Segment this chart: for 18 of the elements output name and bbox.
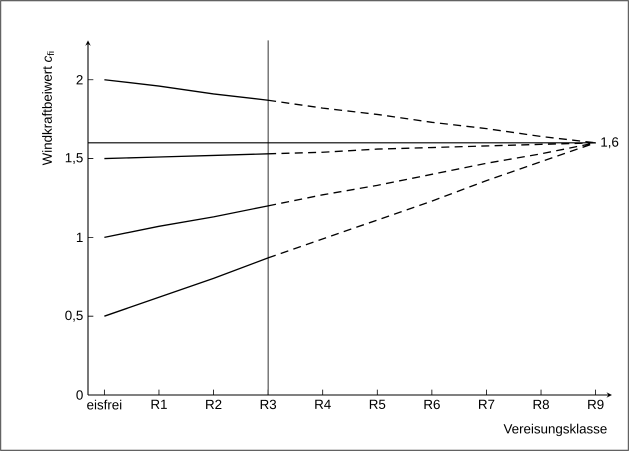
ref-line-label: 1,6 [601, 137, 618, 148]
x-tick-label: R6 [424, 400, 440, 410]
y-tick-label: 1,5 [66, 153, 83, 164]
x-tick-label: R3 [260, 400, 276, 410]
x-tick-label: R2 [206, 400, 222, 410]
x-tick-label: R7 [479, 400, 494, 409]
y-tick-label: 0 [76, 390, 83, 400]
x-tick-label: eisfrei [87, 400, 122, 410]
y-axis-title: Windkraftbeiwert c$_{fi}$ [42, 52, 54, 166]
y-tick-label: 2 [76, 75, 83, 84]
y-tick-label: 1 [76, 232, 83, 242]
x-tick-label: R9 [588, 400, 604, 410]
x-tick-label: R1 [152, 400, 167, 409]
x-tick-label: R4 [315, 400, 331, 409]
y-tick-label: 0,5 [65, 310, 83, 322]
x-tick-label: R5 [370, 400, 386, 410]
x-axis-title: Vereisungsklasse [504, 424, 607, 436]
x-tick-label: R8 [534, 400, 549, 410]
